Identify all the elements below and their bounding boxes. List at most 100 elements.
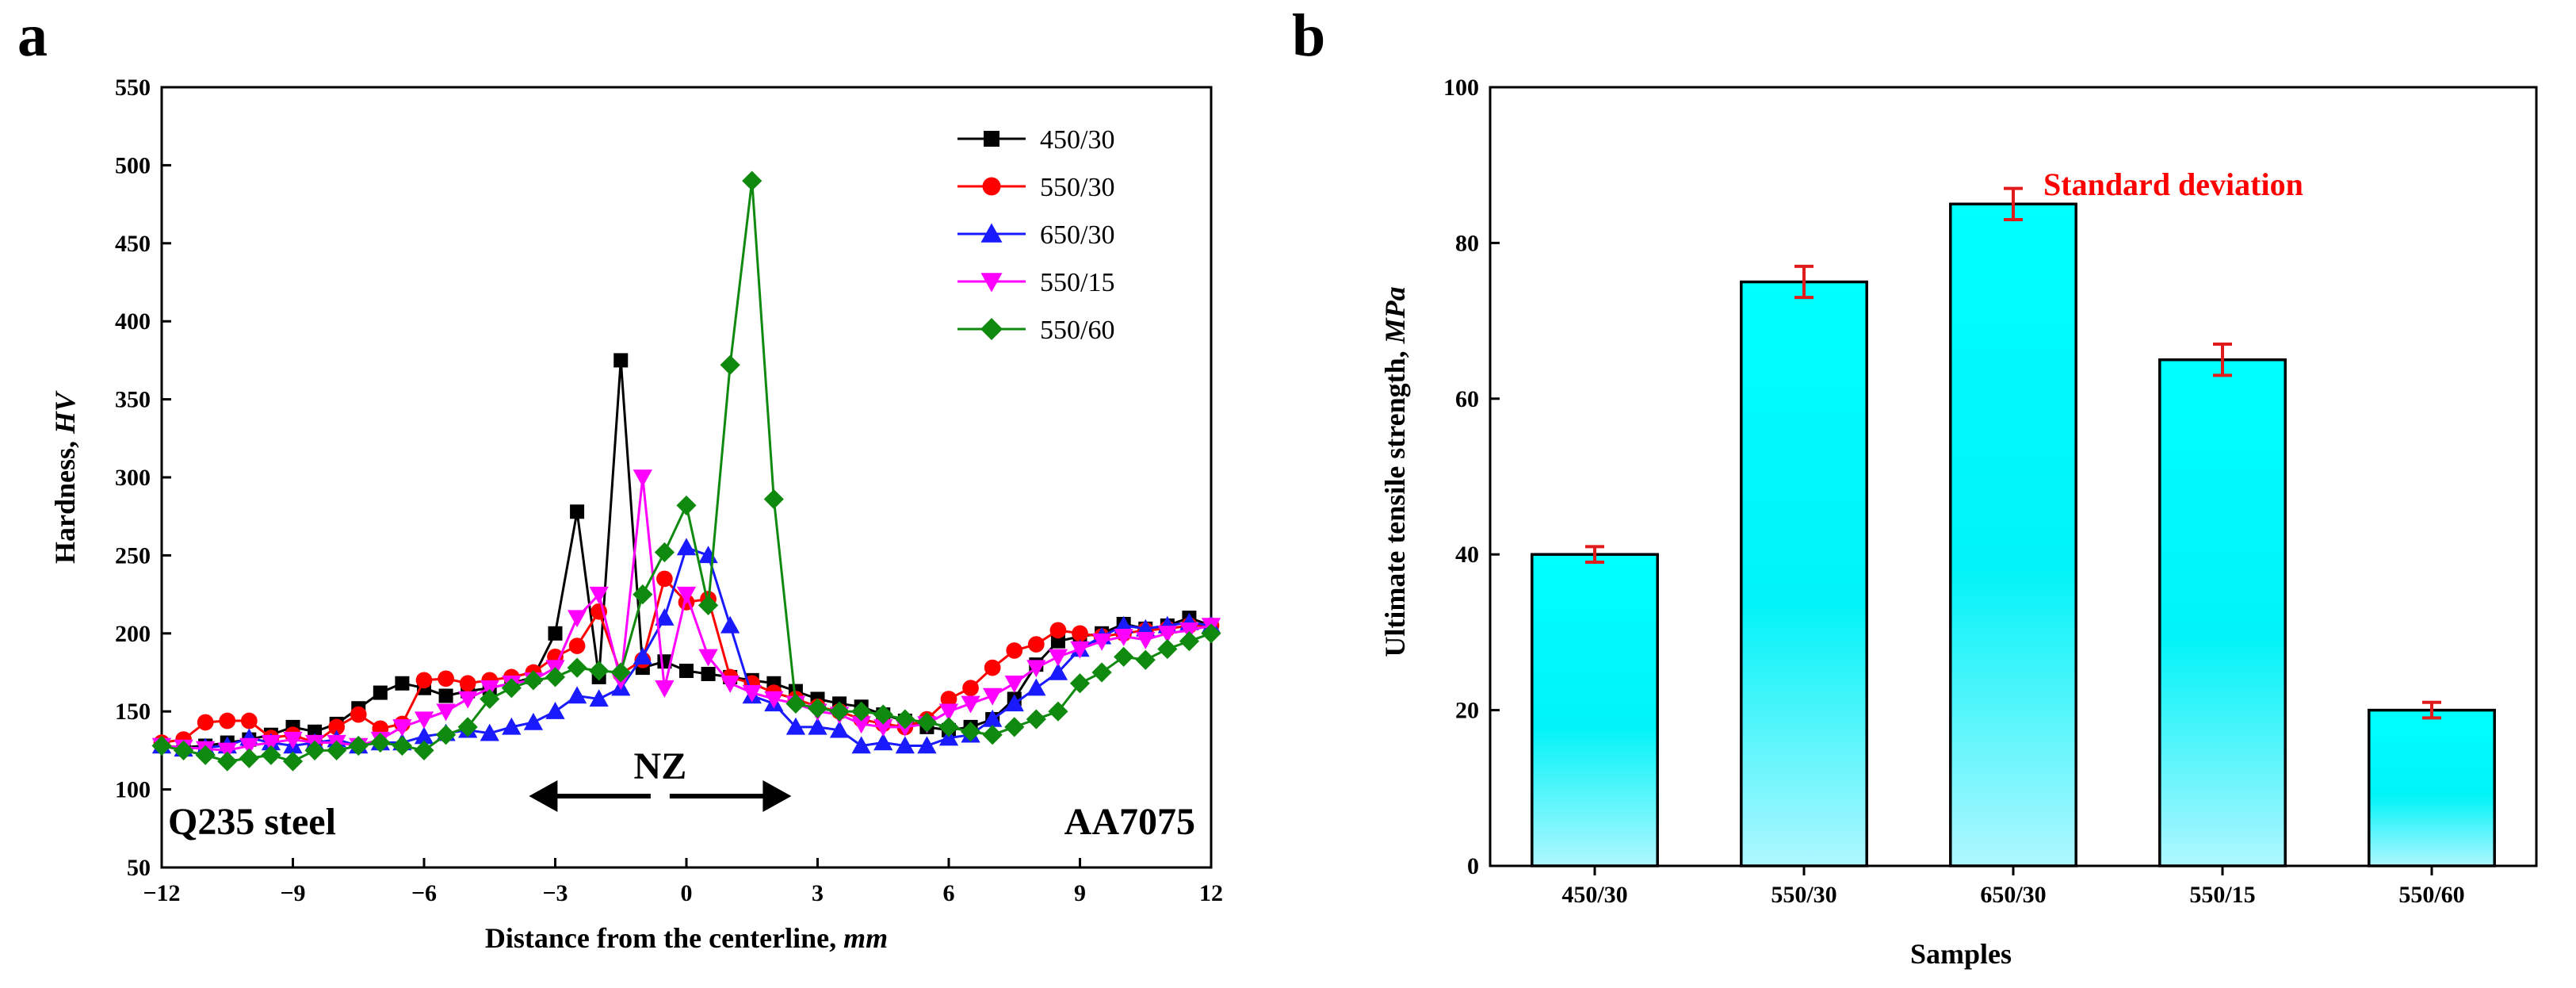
data-point <box>633 469 652 488</box>
error-bar <box>2213 343 2232 377</box>
data-point <box>1179 631 1200 652</box>
data-point <box>523 670 544 691</box>
y-tick-label-b: 40 <box>1455 542 1479 568</box>
data-point <box>1114 646 1134 667</box>
bar-550-60 <box>2368 708 2496 867</box>
data-point <box>742 684 762 703</box>
data-point <box>633 647 652 665</box>
data-point <box>807 698 828 718</box>
data-point <box>720 615 740 634</box>
data-point <box>350 706 367 723</box>
y-tick-label-a: 500 <box>115 152 151 178</box>
legend-marker <box>982 177 1001 196</box>
data-point <box>1004 717 1025 737</box>
data-point <box>829 701 850 722</box>
data-point <box>1201 623 1221 644</box>
y-tick-label-b: 0 <box>1467 853 1479 879</box>
data-point <box>851 716 871 734</box>
error-bar <box>1794 264 1814 300</box>
data-point <box>1091 662 1112 683</box>
data-point <box>414 711 434 730</box>
data-point <box>940 691 957 707</box>
y-tick-label-a: 150 <box>115 699 151 725</box>
data-point <box>742 170 762 191</box>
data-point <box>523 712 544 730</box>
error-bar <box>2422 700 2441 720</box>
data-point <box>873 704 893 725</box>
y-axis-title-a: Hardness, HV <box>49 390 81 564</box>
y-tick-label-a: 550 <box>115 75 151 101</box>
data-point <box>982 725 1003 745</box>
data-point <box>261 745 281 765</box>
x-tick-label-a: −3 <box>542 880 568 906</box>
data-point <box>698 595 719 615</box>
data-point <box>373 685 388 700</box>
data-point <box>962 680 979 697</box>
y-axis-title-b: Ultimate tensile strength, MPa <box>1379 286 1411 657</box>
legend-item: 550/30 <box>957 173 1114 202</box>
bar-650-30 <box>1949 202 2077 867</box>
data-point <box>1072 625 1088 642</box>
data-point <box>589 661 610 681</box>
data-point <box>438 670 454 687</box>
data-point <box>655 680 675 698</box>
data-point <box>348 735 369 756</box>
legend-label: 550/15 <box>1040 268 1114 297</box>
data-point <box>873 719 893 737</box>
x-tick-label-a: −12 <box>143 880 180 906</box>
y-tick-label-a: 250 <box>115 542 151 569</box>
x-tick-label-a: 6 <box>943 880 955 906</box>
y-tick-label-a: 350 <box>115 387 151 413</box>
data-point <box>1026 678 1046 696</box>
data-point <box>984 659 1001 676</box>
data-point <box>501 678 522 699</box>
data-point <box>763 488 784 510</box>
data-point <box>983 687 1003 706</box>
data-point <box>589 586 609 604</box>
data-point <box>983 709 1003 727</box>
data-point <box>438 688 453 703</box>
legend-item: 650/30 <box>957 220 1114 250</box>
data-point <box>851 736 871 754</box>
legend-label: 550/30 <box>1040 173 1114 202</box>
data-point <box>459 675 476 692</box>
data-point <box>568 638 586 654</box>
data-point <box>613 353 629 368</box>
legend-item: 450/30 <box>957 125 1114 155</box>
data-point <box>261 734 281 752</box>
data-point <box>655 607 675 626</box>
data-point <box>656 570 673 588</box>
data-point <box>567 610 587 628</box>
x-tick-label-a: 0 <box>681 880 693 906</box>
y-tick-label-b: 80 <box>1455 230 1479 256</box>
data-point <box>545 667 566 687</box>
nugget-zone-label: NZ <box>634 745 687 787</box>
x-tick-label-a: 12 <box>1199 880 1223 906</box>
data-point <box>239 737 259 756</box>
data-point <box>851 701 872 722</box>
panel-b-letter: b <box>1292 2 1325 69</box>
data-point <box>1091 633 1112 651</box>
x-tick-label-b: 550/30 <box>1771 882 1836 908</box>
data-point <box>458 691 478 709</box>
legend-item: 550/60 <box>957 316 1114 345</box>
y-tick-label-a: 450 <box>115 231 151 257</box>
data-point <box>961 695 980 714</box>
data-point <box>895 736 915 754</box>
x-tick-label-b: 450/30 <box>1561 882 1627 908</box>
data-point <box>1070 641 1090 659</box>
data-point <box>1048 701 1068 722</box>
legend-label: 550/60 <box>1040 316 1114 345</box>
nz-arrow-left-head <box>529 780 558 812</box>
data-point <box>197 714 214 731</box>
data-point <box>1026 709 1046 730</box>
data-point <box>548 626 563 641</box>
data-point <box>698 649 718 667</box>
x-axis-title-b: Samples <box>1910 938 2012 970</box>
y-tick-label-b: 60 <box>1455 386 1479 412</box>
data-point <box>435 725 457 745</box>
data-point <box>960 722 981 742</box>
bar-550-15 <box>2158 358 2287 867</box>
data-point <box>1026 660 1046 678</box>
